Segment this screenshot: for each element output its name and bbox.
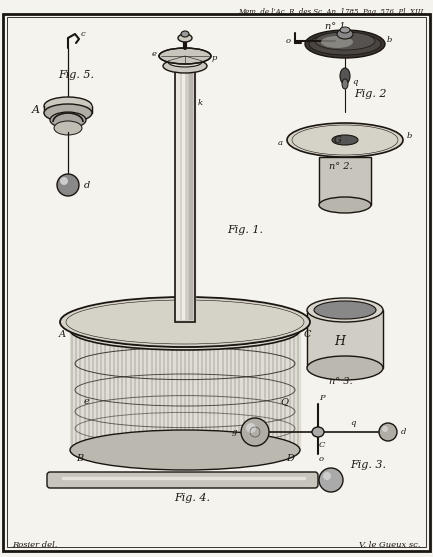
Ellipse shape — [168, 57, 202, 67]
Ellipse shape — [321, 36, 353, 48]
Ellipse shape — [163, 59, 207, 73]
Ellipse shape — [70, 310, 300, 350]
Ellipse shape — [382, 426, 388, 432]
Ellipse shape — [287, 123, 403, 157]
Text: Rosier del.: Rosier del. — [12, 541, 58, 549]
Ellipse shape — [246, 423, 256, 433]
Ellipse shape — [159, 48, 211, 64]
Ellipse shape — [319, 197, 371, 213]
Bar — [307, 310, 383, 368]
Text: q: q — [350, 419, 355, 427]
Ellipse shape — [44, 104, 92, 122]
Text: b: b — [407, 132, 412, 140]
Text: o: o — [286, 37, 291, 45]
Text: e: e — [152, 50, 157, 58]
Text: n° 2.: n° 2. — [329, 162, 353, 171]
Ellipse shape — [332, 135, 358, 145]
Text: b: b — [387, 36, 392, 44]
Ellipse shape — [314, 301, 376, 319]
Text: n° 3.: n° 3. — [329, 377, 353, 385]
Ellipse shape — [305, 30, 385, 58]
Ellipse shape — [181, 31, 189, 37]
Text: Fig. 4.: Fig. 4. — [174, 493, 210, 503]
Text: d: d — [84, 180, 90, 189]
Polygon shape — [44, 106, 92, 113]
Text: P: P — [319, 394, 325, 402]
Text: a: a — [278, 139, 283, 147]
Text: Fig. 3.: Fig. 3. — [350, 460, 386, 470]
Polygon shape — [176, 71, 179, 319]
Ellipse shape — [309, 33, 381, 55]
Ellipse shape — [379, 423, 397, 441]
Text: A: A — [32, 105, 40, 115]
Ellipse shape — [50, 112, 86, 128]
Text: q: q — [352, 78, 357, 86]
Text: Fig. 5.: Fig. 5. — [58, 70, 94, 80]
Bar — [175, 68, 195, 322]
Text: G: G — [334, 135, 342, 144]
Text: o: o — [319, 455, 324, 463]
Text: p: p — [212, 54, 217, 62]
Text: C: C — [304, 330, 311, 339]
Text: Fig. 2: Fig. 2 — [354, 89, 386, 99]
Text: H: H — [335, 335, 346, 348]
Ellipse shape — [307, 356, 383, 380]
Ellipse shape — [57, 174, 79, 196]
Polygon shape — [307, 310, 383, 368]
Text: A: A — [59, 330, 66, 339]
Ellipse shape — [340, 27, 350, 33]
Polygon shape — [182, 71, 184, 319]
Text: Fig. 1.: Fig. 1. — [227, 225, 263, 235]
Ellipse shape — [319, 468, 343, 492]
Text: c: c — [81, 30, 86, 38]
Polygon shape — [319, 157, 371, 205]
Polygon shape — [62, 477, 305, 479]
Ellipse shape — [178, 34, 192, 42]
Text: k: k — [198, 99, 203, 107]
Text: C: C — [319, 441, 325, 449]
Text: D: D — [286, 454, 294, 463]
Bar — [319, 157, 371, 205]
Text: g: g — [232, 428, 237, 436]
Ellipse shape — [70, 430, 300, 470]
Text: V. le Gueux sc.: V. le Gueux sc. — [359, 541, 421, 549]
Ellipse shape — [323, 472, 331, 480]
Ellipse shape — [315, 32, 375, 50]
Ellipse shape — [54, 121, 82, 135]
Ellipse shape — [337, 29, 353, 39]
Polygon shape — [70, 330, 300, 450]
Ellipse shape — [60, 297, 310, 347]
Ellipse shape — [60, 177, 68, 185]
Ellipse shape — [342, 79, 348, 89]
Ellipse shape — [307, 298, 383, 322]
Text: Q: Q — [280, 398, 288, 407]
FancyBboxPatch shape — [47, 472, 318, 488]
Polygon shape — [189, 71, 192, 319]
Ellipse shape — [241, 418, 269, 446]
Ellipse shape — [312, 427, 324, 437]
Ellipse shape — [93, 324, 103, 332]
Text: e: e — [83, 398, 89, 407]
Text: n° 1.: n° 1. — [325, 22, 349, 31]
Polygon shape — [175, 68, 195, 322]
Ellipse shape — [340, 68, 350, 84]
Ellipse shape — [44, 97, 92, 115]
Text: B: B — [76, 454, 83, 463]
Text: Mem. de l’Ac. R. des Sc. An. 1785. Pag. 576. Pl. XIII.: Mem. de l’Ac. R. des Sc. An. 1785. Pag. … — [239, 8, 426, 16]
Text: d: d — [401, 428, 407, 436]
